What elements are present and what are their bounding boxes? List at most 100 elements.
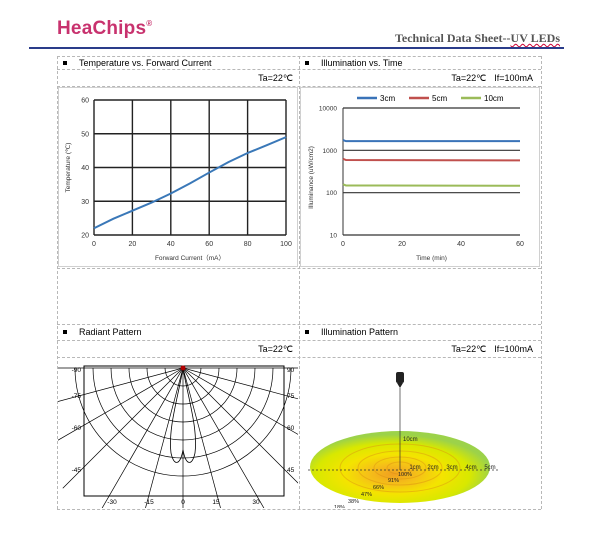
- y-tick-label: 50: [81, 131, 89, 138]
- illumination-time-chart-box: 10 100 1000 10000 0 20 40 60 3cm 5cm 10cm Time (min…: [300, 87, 540, 267]
- grid-divider: [57, 509, 541, 510]
- series-line: [342, 139, 520, 143]
- radius-label: 4cm: [465, 465, 476, 471]
- section-title-radiant: Radiant Pattern: [63, 327, 142, 337]
- temperature-chart-box: 0 20 40 60 80 100 20 30 40 50 60 Forward Current（mA…: [58, 87, 298, 267]
- grid-divider: [299, 56, 300, 509]
- grid-divider: [541, 56, 542, 509]
- percent-label: 66%: [373, 485, 384, 491]
- plot-frame: [83, 365, 285, 497]
- y-axis-label: Temperature (℃): [65, 143, 72, 193]
- polar-spoke: [35, 367, 184, 454]
- polar-spoke: [97, 367, 184, 516]
- section-title-illumination-pattern: Illumination Pattern: [305, 327, 398, 337]
- section-title-illumination-time: Illumination vs. Time: [305, 58, 403, 68]
- radius-label: 2cm: [427, 465, 438, 471]
- radiation-curve: [170, 367, 196, 463]
- radius-label: 3cm: [446, 465, 457, 471]
- bottom-tick-label: 15: [212, 499, 220, 506]
- bottom-tick-label: 30: [252, 499, 260, 506]
- bullet-icon: [305, 329, 309, 334]
- percent-label: 100%: [398, 472, 412, 478]
- series-line: [342, 157, 521, 162]
- y-tick-label: 60: [81, 98, 89, 105]
- x-tick-label: 40: [457, 241, 465, 248]
- radius-label: 1cm: [409, 465, 420, 471]
- grid-divider: [57, 268, 541, 269]
- radiant-pattern-chart: -90 -75 -60 -45 90 75 60 45 -30 -15 0 15 30: [13, 365, 353, 538]
- legend-label: 5cm: [432, 94, 447, 103]
- chart-grid: Temperature vs. Forward Current Illumina…: [13, 56, 542, 538]
- section-title-temperature: Temperature vs. Forward Current: [63, 58, 212, 68]
- polar-spoke: [182, 367, 228, 533]
- grid-divider: [57, 56, 58, 509]
- bottom-tick-label: -15: [144, 499, 154, 506]
- right-tick-label: 75: [287, 393, 295, 400]
- x-tick-label: 20: [129, 241, 137, 248]
- y-tick-label: 40: [81, 165, 89, 172]
- y-tick-label: 10000: [319, 106, 337, 113]
- y-tick-label: 1000: [323, 148, 338, 155]
- brand-logo: HeaChips®: [57, 18, 153, 39]
- radius-label: 5cm: [484, 465, 495, 471]
- y-tick-label: 30: [81, 199, 89, 206]
- bullet-icon: [305, 60, 309, 65]
- y-tick-label: 20: [81, 233, 89, 240]
- x-tick-label: 60: [516, 241, 524, 248]
- polar-spoke: [182, 367, 348, 413]
- series-line: [342, 183, 521, 187]
- grid-divider: [57, 69, 541, 70]
- y-tick-label: 100: [326, 190, 337, 197]
- illumination-time-chart: 10 100 1000 10000 0 20 40 60 3cm 5cm 10cm Time (min…: [308, 94, 524, 262]
- x-tick-label: 100: [280, 241, 292, 248]
- bullet-icon: [63, 329, 67, 334]
- percent-label: 91%: [388, 478, 399, 484]
- illumination-pattern-box: 10cm 1cm 2cm 3cm 4cm 5cm 100% 91% 66% 47% 38% 18%: [300, 358, 540, 511]
- grid-divider: [57, 340, 541, 341]
- x-tick-label: 80: [244, 241, 252, 248]
- polar-spoke: [138, 367, 184, 533]
- polar-spoke: [182, 367, 331, 454]
- bullet-icon: [63, 60, 67, 65]
- x-tick-label: 20: [398, 241, 406, 248]
- x-tick-label: 0: [92, 241, 96, 248]
- document-title: Technical Data Sheet--UV LEDs: [394, 31, 560, 45]
- polar-spoke: [18, 367, 184, 413]
- right-tick-label: 90: [287, 367, 295, 374]
- x-axis-label: Time (min): [416, 255, 447, 262]
- condition-illumination-time: Ta=22℃ If=100mA: [451, 73, 533, 83]
- x-tick-label: 40: [167, 241, 175, 248]
- legend-label: 10cm: [484, 94, 504, 103]
- legend-label: 3cm: [380, 94, 395, 103]
- polar-spoke: [182, 367, 269, 516]
- led-tip-icon: [397, 383, 403, 388]
- y-axis-label: Illuminance (uW/cm2): [308, 146, 315, 209]
- right-tick-label: 60: [287, 425, 295, 432]
- header-rule: [29, 47, 564, 49]
- polar-spoke: [182, 367, 304, 489]
- grid-divider: [57, 86, 541, 87]
- percent-label: 38%: [348, 499, 359, 505]
- left-tick-label: -75: [72, 393, 82, 400]
- condition-radiant: Ta=22℃: [258, 344, 293, 354]
- radiant-chart-box: -90 -75 -60 -45 90 75 60 45 -30 -15 0 15 30: [13, 358, 353, 538]
- x-axis-label: Forward Current（mA）: [155, 254, 225, 262]
- percent-label: 47%: [361, 492, 372, 498]
- led-icon: [396, 372, 404, 383]
- grid-divider: [57, 56, 541, 57]
- condition-temperature: Ta=22℃: [258, 73, 293, 83]
- x-tick-label: 0: [341, 241, 345, 248]
- condition-illumination-pattern: Ta=22℃ If=100mA: [451, 344, 533, 354]
- y-tick-label: 10: [330, 233, 338, 240]
- percent-label: 18%: [334, 505, 345, 508]
- bottom-tick-label: 0: [181, 499, 185, 506]
- left-tick-label: -60: [72, 425, 82, 432]
- illumination-pattern-chart: 10cm 1cm 2cm 3cm 4cm 5cm 100%91% 66%47%38%18%: [308, 372, 500, 511]
- grid-divider: [57, 357, 541, 358]
- origin-marker: [180, 365, 186, 371]
- grid-divider: [57, 324, 541, 325]
- right-tick-label: 45: [287, 467, 295, 474]
- x-tick-label: 60: [205, 241, 213, 248]
